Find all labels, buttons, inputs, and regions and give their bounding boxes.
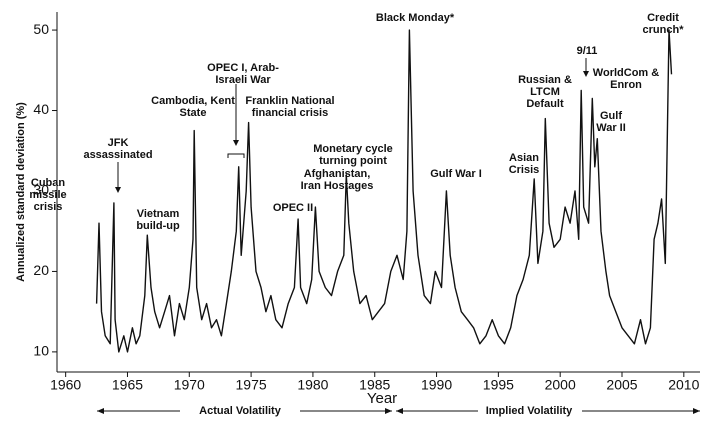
period-label: Actual Volatility [199, 405, 282, 417]
y-tick-label: 10 [33, 343, 49, 359]
annotation: Franklin National financial crisis [245, 95, 335, 119]
annotation: OPEC II [272, 202, 314, 214]
annotation: Credit crunch* [642, 12, 684, 36]
y-tick-label: 50 [33, 21, 49, 37]
annotation: Black Monday* [375, 12, 455, 24]
y-tick-label: 40 [33, 101, 49, 117]
x-tick-label: 1975 [236, 377, 267, 393]
x-tick-label: 1985 [359, 377, 390, 393]
annotation-brace [227, 153, 245, 158]
x-tick-label: 1995 [483, 377, 514, 393]
y-tick-label: 30 [33, 182, 49, 198]
annotation: Russian & LTCM Default [518, 74, 572, 110]
annotation: OPEC I, Arab- Israeli War [207, 62, 279, 86]
annotation: Afghanistan, Iran Hostages [300, 168, 374, 192]
x-tick-label: 1960 [50, 377, 81, 393]
arrow-head [97, 408, 104, 414]
x-tick-label: 2005 [606, 377, 637, 393]
annotation: Cuban missile crisis [29, 177, 67, 213]
x-tick-label: 1970 [174, 377, 205, 393]
annotation: JFK assassinated [83, 137, 153, 161]
annotation: Vietnam build-up [136, 208, 180, 232]
annotation: Cambodia, Kent State [151, 95, 235, 119]
arrow-head [396, 408, 403, 414]
arrow-head [583, 71, 589, 77]
arrow-head [693, 408, 700, 414]
x-tick-label: 1965 [112, 377, 143, 393]
period-label: Implied Volatility [486, 405, 573, 417]
arrow-head [115, 187, 121, 193]
y-axis-title: Annualized standard deviation (%) [15, 102, 27, 282]
x-tick-label: 2000 [545, 377, 576, 393]
arrow-head [385, 408, 392, 414]
x-axis-title: Year [367, 390, 397, 407]
annotation: Asian Crisis [508, 152, 540, 176]
annotation: 9/11 [576, 45, 598, 57]
annotation: Monetary cycle turning point [313, 143, 393, 167]
x-tick-label: 2010 [668, 377, 699, 393]
arrow-head [233, 140, 239, 146]
annotation: Gulf War I [430, 168, 482, 180]
volatility-line [95, 29, 673, 353]
y-tick-label: 20 [33, 262, 49, 278]
annotation: Gulf War II [596, 110, 626, 134]
x-tick-label: 1980 [297, 377, 328, 393]
annotation: WorldCom & Enron [592, 67, 660, 91]
x-tick-label: 1990 [421, 377, 452, 393]
